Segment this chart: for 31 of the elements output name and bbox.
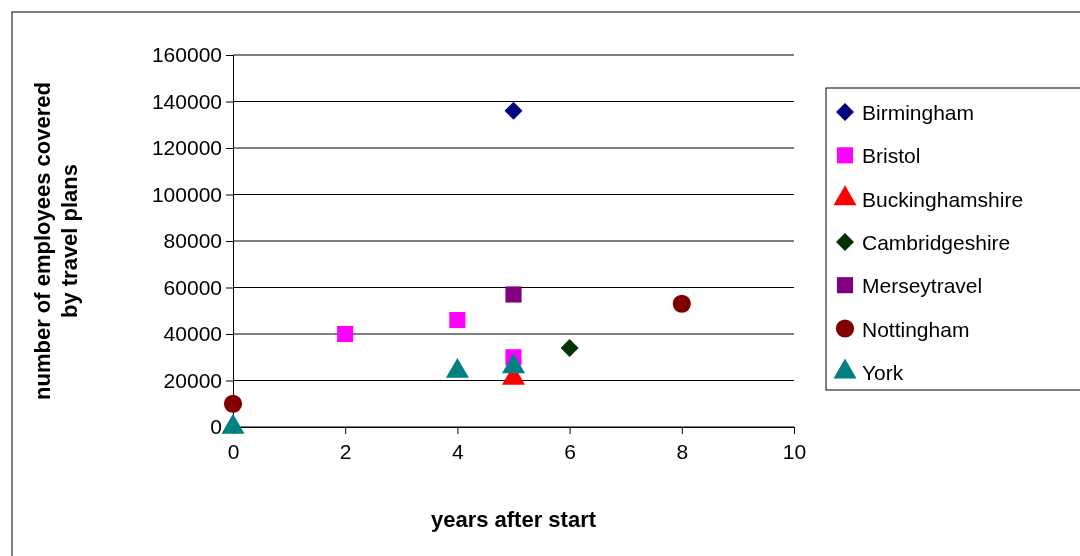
point bbox=[672, 294, 691, 313]
point bbox=[505, 286, 522, 303]
x-axis-title: years after start bbox=[430, 507, 597, 532]
x-tick-label: 10 bbox=[782, 439, 807, 463]
y-tick-label: 40000 bbox=[163, 322, 222, 346]
legend-label: Bristol bbox=[862, 144, 921, 168]
y-tick-label: 140000 bbox=[151, 89, 222, 113]
point bbox=[504, 101, 523, 120]
point bbox=[223, 394, 243, 413]
y-tick-label: 160000 bbox=[151, 43, 222, 67]
legend-label: Merseytravel bbox=[862, 274, 983, 298]
legend-label: Birmingham bbox=[862, 101, 975, 124]
y-axis-title: number of employees covered by travel plans bbox=[30, 82, 82, 400]
point bbox=[337, 325, 354, 343]
legend-label: York bbox=[862, 360, 904, 384]
x-tick-label: 0 bbox=[227, 439, 240, 463]
legend-label: Nottingham bbox=[862, 317, 970, 341]
x-tick-label: 4 bbox=[452, 439, 465, 463]
y-tick-label: 60000 bbox=[163, 275, 222, 299]
legend-label: Cambridgeshire bbox=[862, 230, 1011, 254]
y-tick-label: 100000 bbox=[151, 182, 222, 206]
point bbox=[449, 311, 466, 329]
y-tick-label: 20000 bbox=[163, 368, 222, 392]
y-tick-label: 80000 bbox=[163, 229, 222, 253]
x-tick-label: 2 bbox=[339, 439, 352, 463]
legend-label: Buckinghamshire bbox=[862, 187, 1024, 211]
y-tick-label: 0 bbox=[210, 415, 222, 439]
point bbox=[560, 338, 579, 357]
x-tick-label: 6 bbox=[564, 439, 576, 463]
y-tick-label: 120000 bbox=[151, 136, 222, 160]
x-tick-label: 8 bbox=[676, 439, 689, 463]
